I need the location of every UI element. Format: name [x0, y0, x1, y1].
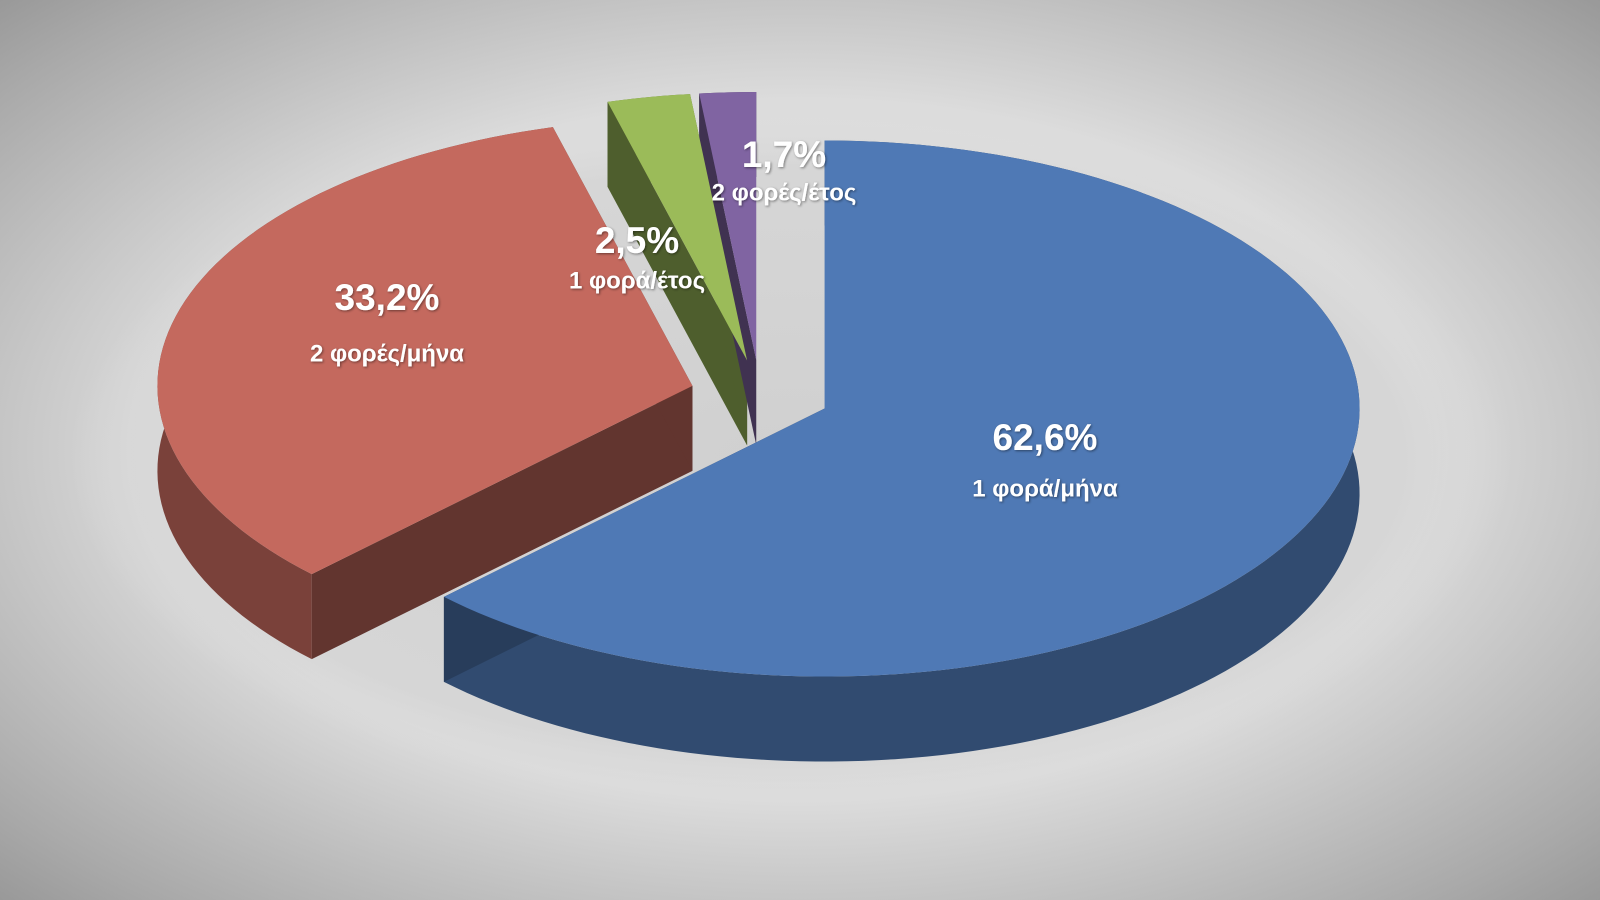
slice-face [311, 385, 693, 660]
category-label: 2 φορές/έτος [712, 179, 857, 206]
slice [443, 140, 1360, 677]
slice-face [699, 93, 757, 445]
value-label: 2,5% [595, 220, 679, 261]
slice [157, 127, 693, 575]
category-label: 1 φορά/μήνα [972, 475, 1118, 502]
slice-side [443, 140, 1360, 762]
slice-face [607, 101, 748, 446]
pie-tops [157, 91, 1360, 677]
value-label: 62,6% [993, 417, 1098, 458]
slice [607, 94, 748, 361]
pie-labels: 62,6% 1 φορά/μήνα 33,2% 2 φορές/μήνα 2,5% 1 φ… [310, 134, 1118, 503]
category-label: 2 φορές/μήνα [310, 340, 464, 367]
category-label: 1 φορά/έτος [569, 267, 705, 294]
slice [699, 91, 757, 360]
value-label: 33,2% [335, 277, 440, 318]
value-label: 1,7% [742, 134, 826, 175]
